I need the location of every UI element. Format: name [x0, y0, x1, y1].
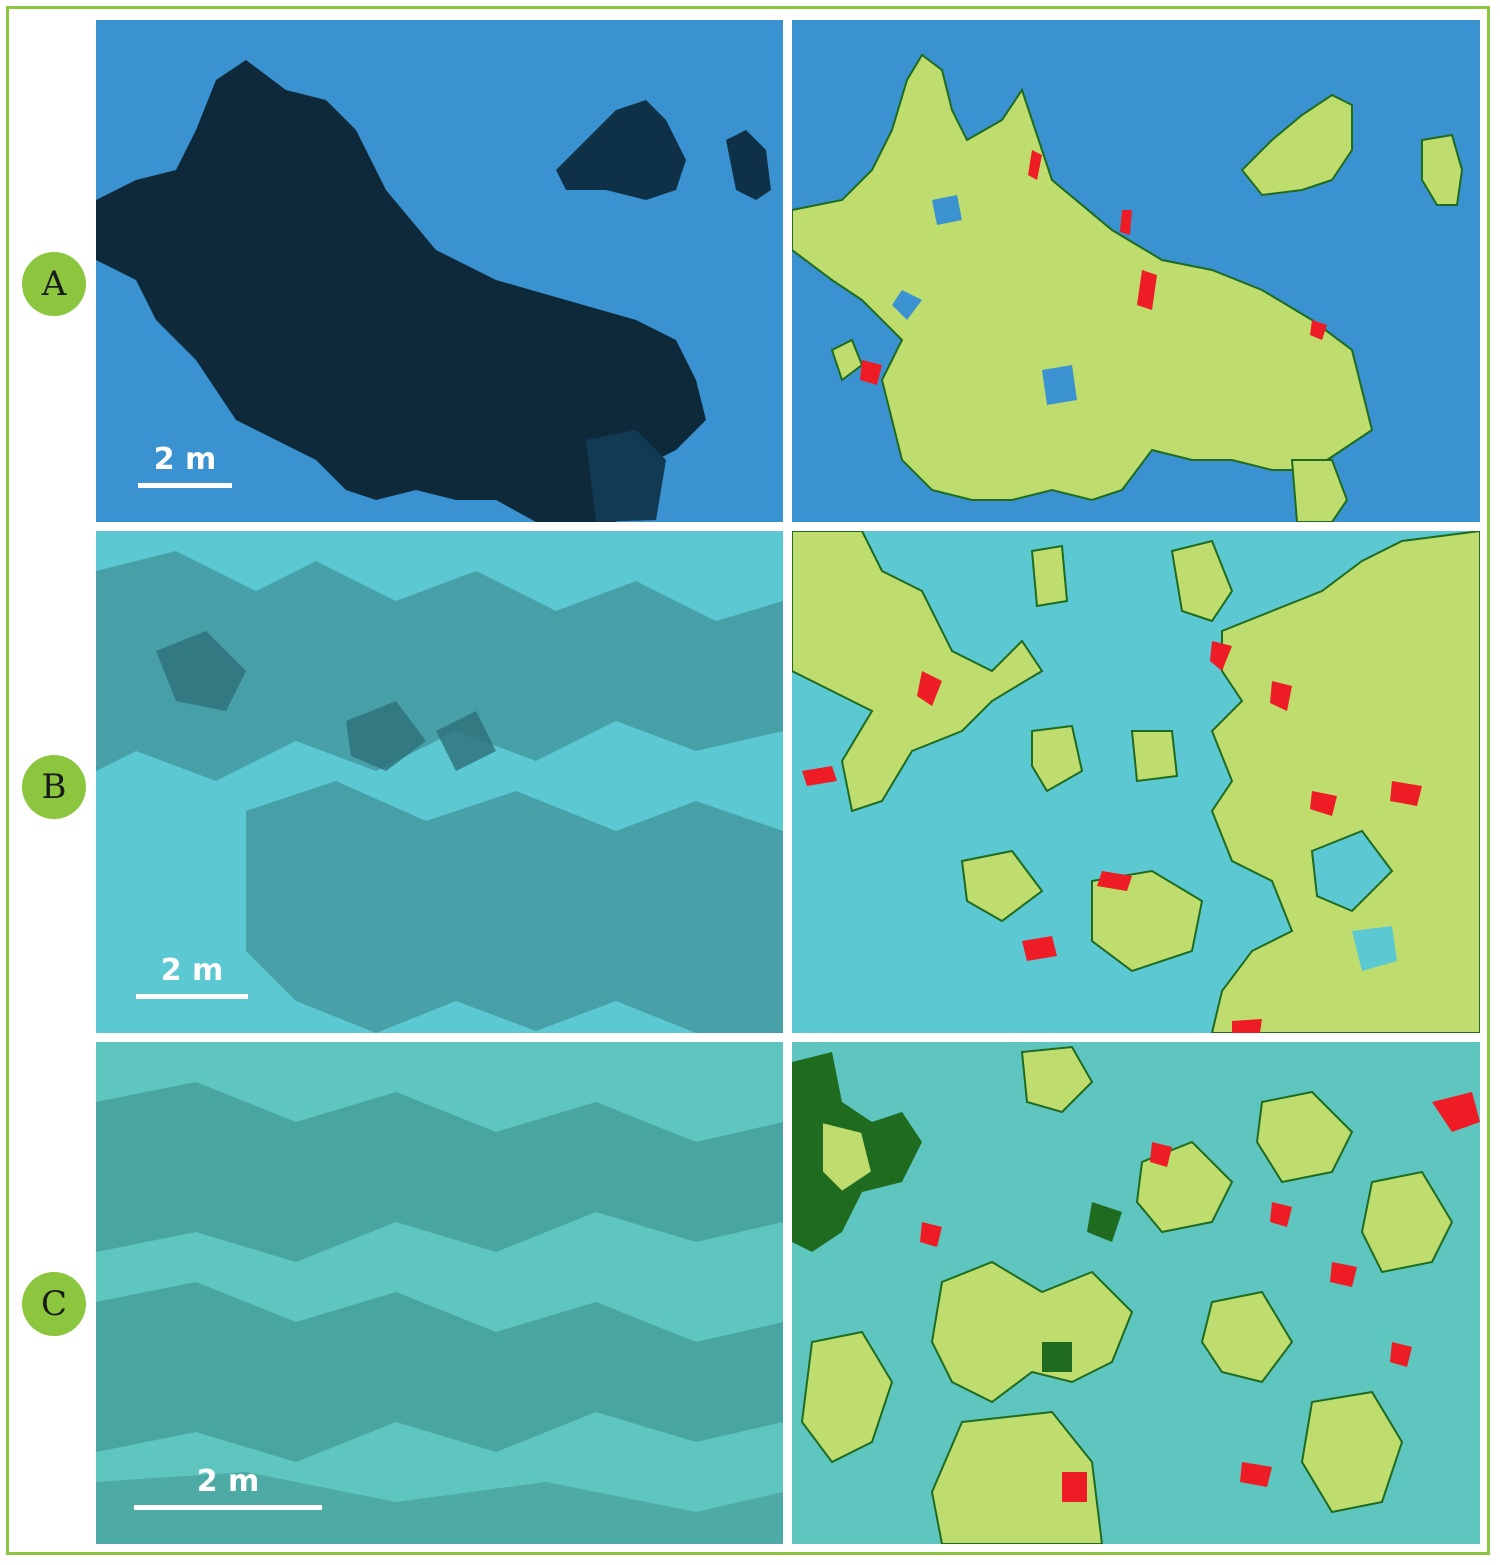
- photo-panel-b: 2 m: [96, 531, 783, 1033]
- classified-a-image: [792, 20, 1480, 522]
- classified-panel-a: [792, 20, 1480, 522]
- photo-b-image: [96, 531, 783, 1033]
- row-label-a: A: [22, 252, 86, 316]
- classified-c-image: [792, 1042, 1480, 1544]
- scale-bar-b: 2 m: [136, 956, 248, 999]
- classified-panel-b: [792, 531, 1480, 1033]
- photo-a-image: [96, 20, 783, 522]
- scale-bar-a-line: [138, 483, 232, 488]
- scale-bar-a: 2 m: [138, 445, 232, 488]
- scale-bar-c-line: [134, 1505, 322, 1510]
- photo-panel-c: 2 m: [96, 1042, 783, 1544]
- row-label-b: B: [22, 755, 86, 819]
- classified-b-image: [792, 531, 1480, 1033]
- scale-bar-b-label: 2 m: [160, 953, 224, 988]
- scale-bar-c: 2 m: [134, 1467, 322, 1510]
- scale-bar-a-label: 2 m: [153, 442, 217, 477]
- classified-panel-c: [792, 1042, 1480, 1544]
- scale-bar-c-label: 2 m: [196, 1464, 260, 1499]
- row-label-c: C: [22, 1272, 86, 1336]
- photo-c-image: [96, 1042, 783, 1544]
- scale-bar-b-line: [136, 994, 248, 999]
- row-label-b-text: B: [41, 767, 67, 807]
- row-label-c-text: C: [40, 1284, 67, 1324]
- row-label-a-text: A: [41, 264, 67, 304]
- photo-panel-a: 2 m: [96, 20, 783, 522]
